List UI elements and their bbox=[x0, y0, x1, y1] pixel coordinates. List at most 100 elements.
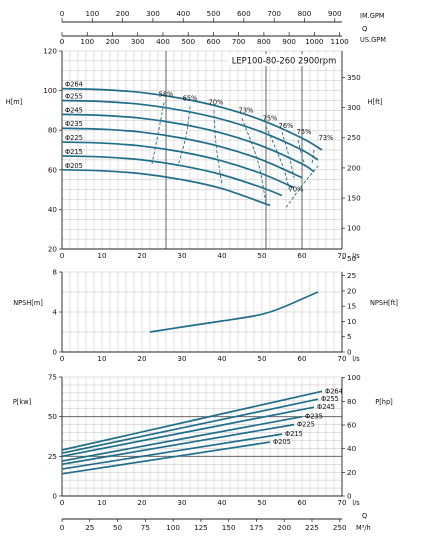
bottom-flow-scale: 0 25 50 75 100 125 150 175 200 225 250 M³/h Q bbox=[60, 512, 371, 532]
title-box bbox=[228, 54, 340, 66]
im-gpm-tick-label: 400 bbox=[176, 9, 190, 18]
npsh-xtick-label: 50 bbox=[257, 354, 267, 363]
efficiency-label: 58% bbox=[159, 91, 174, 99]
head-xtick-label: 10 bbox=[97, 251, 107, 260]
head-series-line bbox=[61, 99, 319, 161]
power-series-label: Φ215 bbox=[285, 430, 303, 438]
power-xtick-label: 60 bbox=[297, 498, 307, 507]
power-series-line bbox=[61, 406, 315, 458]
us-gpm-tick-label: 1100 bbox=[330, 37, 349, 46]
power-ytick-right-label: 80 bbox=[347, 397, 357, 406]
head-xtick-label: 30 bbox=[177, 251, 187, 260]
im-gpm-tick-label: 100 bbox=[85, 9, 99, 18]
power-series-line bbox=[61, 398, 319, 454]
efficiency-line bbox=[311, 149, 315, 164]
power-series-label: Φ264 bbox=[325, 387, 343, 395]
head-ytick-right-label: 150 bbox=[347, 194, 361, 203]
q-label-top: Q bbox=[362, 25, 367, 33]
power-xtick-label: 30 bbox=[177, 498, 187, 507]
head-ytick-right-label: 350 bbox=[347, 73, 361, 82]
npsh-ytick-right-label: 0 bbox=[347, 348, 352, 357]
head-ytick-right-label: 50 bbox=[347, 254, 357, 263]
npsh-ytick-right-label: 15 bbox=[347, 302, 356, 311]
us-gpm-tick-label: 1000 bbox=[305, 37, 324, 46]
head-series-label: Φ255 bbox=[65, 93, 83, 101]
im-gpm-tick-label: 700 bbox=[267, 9, 281, 18]
head-series-label: Φ205 bbox=[65, 162, 83, 170]
power-ytick-right-label: 0 bbox=[347, 492, 352, 501]
head-xtick-label: 60 bbox=[297, 251, 307, 260]
power-xtick-label: 0 bbox=[60, 498, 65, 507]
power-ytick-right-label: 100 bbox=[347, 373, 361, 382]
head-series-line bbox=[61, 168, 271, 207]
head-series-label: Φ225 bbox=[65, 134, 83, 142]
q-label-bottom: Q bbox=[362, 512, 367, 520]
npsh-xtick-label: 30 bbox=[177, 354, 187, 363]
efficiency-label: 73% bbox=[239, 106, 254, 114]
head-series-line bbox=[61, 113, 315, 173]
head-ytick-right-label: 300 bbox=[347, 103, 361, 112]
head-xtick-label: 70 bbox=[337, 251, 347, 260]
m3h-tick-label: 200 bbox=[277, 523, 291, 532]
power-series-label: Φ235 bbox=[305, 413, 323, 421]
power-ytick-right-label: 40 bbox=[347, 444, 357, 453]
m3h-tick-label: 100 bbox=[166, 523, 180, 532]
head-panel: 0 10 20 30 40 50 60 70 l/s 20 40 60 80 100 120 50 100 150… bbox=[6, 47, 383, 263]
power-ylabel-right: P[hp] bbox=[375, 398, 393, 406]
npsh-xtick-label: 40 bbox=[217, 354, 227, 363]
head-ytick-label: 80 bbox=[48, 126, 58, 135]
us-gpm-tick-label: 100 bbox=[80, 37, 94, 46]
head-ytick-label: 60 bbox=[48, 165, 58, 174]
efficiency-line bbox=[213, 110, 223, 186]
im-gpm-tick-label: 800 bbox=[298, 9, 312, 18]
power-series-line bbox=[61, 423, 295, 466]
us-gpm-unit: US.GPM bbox=[360, 36, 386, 44]
efficiency-line bbox=[285, 165, 319, 208]
head-series-label: Φ235 bbox=[65, 120, 83, 128]
im-gpm-tick-label: 0 bbox=[60, 9, 65, 18]
head-ytick-right-label: 250 bbox=[347, 133, 361, 142]
m3h-tick-label: 25 bbox=[85, 523, 94, 532]
im-gpm-tick-label: 300 bbox=[146, 9, 160, 18]
head-xunit: l/s bbox=[352, 252, 360, 260]
npsh-ytick-label: 0 bbox=[52, 348, 57, 357]
power-ytick-label: 50 bbox=[48, 412, 58, 421]
head-ytick-right-label: 100 bbox=[347, 224, 361, 233]
head-ytick-label: 100 bbox=[43, 86, 57, 95]
efficiency-line bbox=[265, 126, 291, 192]
power-ytick-label: 25 bbox=[48, 452, 57, 461]
npsh-xtick-label: 20 bbox=[137, 354, 147, 363]
power-panel: 0 10 20 30 40 50 60 70 l/s0255075020406080100P[k… bbox=[13, 373, 393, 508]
efficiency-label: 75% bbox=[297, 128, 312, 136]
npsh-ytick-right-label: 10 bbox=[347, 317, 357, 326]
im-gpm-unit: IM.GPM bbox=[360, 12, 385, 20]
us-gpm-tick-label: 400 bbox=[156, 37, 170, 46]
im-gpm-tick-label: 600 bbox=[237, 9, 251, 18]
power-series-label: Φ255 bbox=[321, 395, 339, 403]
head-series-line bbox=[61, 87, 323, 151]
power-series-label: Φ205 bbox=[273, 438, 291, 446]
efficiency-label: 73% bbox=[319, 134, 334, 142]
head-xtick-label: 50 bbox=[257, 251, 267, 260]
npsh-xtick-label: 70 bbox=[337, 354, 347, 363]
npsh-xtick-label: 60 bbox=[297, 354, 307, 363]
head-ytick-label: 120 bbox=[43, 47, 57, 56]
im-gpm-tick-label: 900 bbox=[328, 9, 342, 18]
npsh-ytick-right-label: 25 bbox=[347, 271, 356, 280]
us-gpm-tick-label: 300 bbox=[131, 37, 145, 46]
efficiency-label: 65% bbox=[183, 95, 198, 103]
npsh-ylabel-right: NPSH[ft] bbox=[370, 299, 398, 307]
top-flow-scales: 0 100 200 300 400 500 600 700 800 900 IM.GPM Q 0 100 2… bbox=[60, 9, 386, 46]
m3h-tick-label: 150 bbox=[222, 523, 236, 532]
m3h-tick-label: 75 bbox=[141, 523, 150, 532]
npsh-xunit: l/s bbox=[352, 355, 360, 363]
efficiency-label: 76% bbox=[279, 122, 294, 130]
efficiency-line bbox=[151, 102, 165, 164]
head-series-line bbox=[61, 127, 303, 179]
head-series-line bbox=[61, 155, 283, 197]
power-xtick-label: 50 bbox=[257, 498, 267, 507]
us-gpm-tick-label: 700 bbox=[232, 37, 246, 46]
power-series-line bbox=[61, 433, 283, 470]
power-xtick-label: 70 bbox=[337, 498, 347, 507]
